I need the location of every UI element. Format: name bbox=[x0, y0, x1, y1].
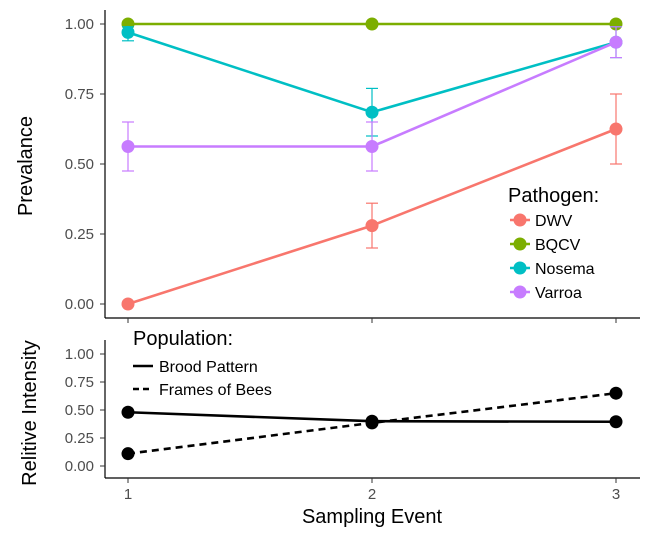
data-point-dwv bbox=[121, 297, 135, 311]
data-point-varroa bbox=[365, 140, 379, 153]
data-point-nosema bbox=[365, 105, 379, 119]
x-axis-title: Sampling Event bbox=[302, 506, 443, 528]
data-point-frames-of-bees bbox=[609, 386, 623, 400]
data-point-frames-of-bees bbox=[121, 447, 135, 461]
data-point-varroa bbox=[609, 35, 623, 49]
legend-label-dwv: DWV bbox=[535, 213, 573, 230]
population-legend-title: Population: bbox=[133, 328, 233, 350]
legend-label-bqcv: BQCV bbox=[535, 237, 581, 254]
legend-item-frames-of-bees: Frames of Bees bbox=[133, 382, 272, 399]
series-frames-of-bees bbox=[121, 386, 623, 461]
legend-label-varroa: Varroa bbox=[535, 285, 582, 302]
legend-item-brood-pattern: Brood Pattern bbox=[133, 359, 258, 376]
legend-item-varroa: Varroa bbox=[510, 285, 582, 302]
series-dwv bbox=[121, 93, 623, 311]
y-tick-label: 0.75 bbox=[65, 374, 94, 391]
population-legend: Population: Brood Pattern Frames of Bees bbox=[133, 328, 272, 399]
legend-key-point bbox=[513, 237, 527, 251]
y-axis-title-prevalence: Prevalance bbox=[15, 116, 37, 216]
series-nosema bbox=[121, 25, 623, 137]
data-point-nosema bbox=[121, 25, 135, 39]
data-point-varroa bbox=[121, 140, 135, 153]
legend-item-nosema: Nosema bbox=[510, 261, 595, 278]
data-point-brood-pattern bbox=[609, 415, 623, 429]
legend-item-bqcv: BQCV bbox=[510, 237, 581, 254]
legend-label-brood-pattern: Brood Pattern bbox=[159, 359, 258, 376]
y-tick-label: 0.50 bbox=[65, 156, 94, 173]
y-tick-label: 0.25 bbox=[65, 430, 94, 447]
data-point-dwv bbox=[609, 122, 623, 136]
y-tick-label: 0.25 bbox=[65, 226, 94, 243]
legend-label-frames-of-bees: Frames of Bees bbox=[159, 382, 272, 399]
pathogen-legend: Pathogen: DWV BQCV Nosema Varroa bbox=[508, 185, 599, 302]
y-tick-label: 0.50 bbox=[65, 402, 94, 419]
legend-label-nosema: Nosema bbox=[535, 261, 595, 278]
x-tick-label: 3 bbox=[612, 486, 620, 503]
pathogen-legend-title: Pathogen: bbox=[508, 185, 599, 207]
y-tick-label: 0.75 bbox=[65, 86, 94, 103]
y-tick-label: 0.00 bbox=[65, 458, 94, 475]
y-tick-label: 1.00 bbox=[65, 346, 94, 363]
data-point-bqcv bbox=[365, 17, 379, 31]
x-tick-label: 1 bbox=[124, 486, 132, 503]
legend-key-point bbox=[513, 213, 527, 227]
y-tick-label: 1.00 bbox=[65, 16, 94, 33]
legend-item-dwv: DWV bbox=[510, 213, 573, 230]
intensity-panel: 0.00 0.25 0.50 0.75 1.00 1 2 3 bbox=[65, 340, 640, 503]
data-point-frames-of-bees bbox=[365, 416, 379, 430]
x-tick-label: 2 bbox=[368, 486, 376, 503]
prevalence-panel: 0.00 0.25 0.50 0.75 1.00 bbox=[65, 10, 640, 323]
legend-key-point bbox=[513, 261, 527, 275]
y-tick-label: 0.00 bbox=[65, 296, 94, 313]
data-point-brood-pattern bbox=[121, 405, 135, 419]
series-bqcv bbox=[121, 17, 623, 31]
y-axis-title-intensity: Relitive Intensity bbox=[19, 340, 41, 486]
series-varroa bbox=[121, 26, 623, 172]
legend-key-point bbox=[513, 285, 527, 299]
data-point-dwv bbox=[365, 219, 379, 233]
